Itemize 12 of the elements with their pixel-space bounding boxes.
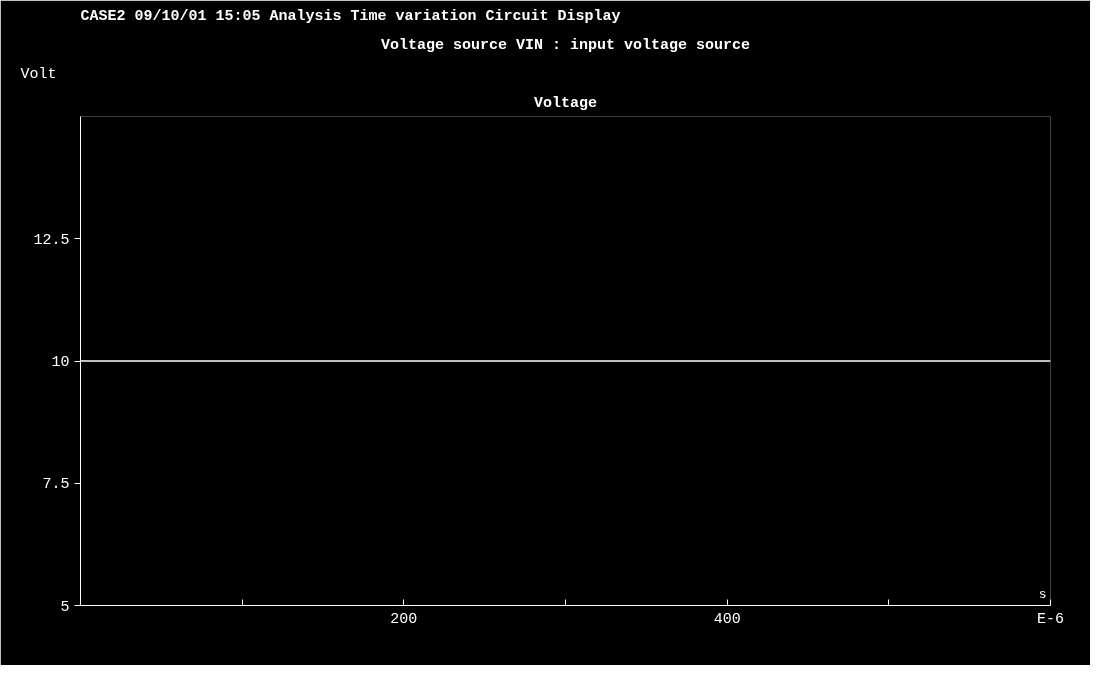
x-tick-label: 400 <box>713 610 741 628</box>
text: Voltage <box>533 94 598 112</box>
y-tick-label: 10 <box>51 354 70 371</box>
y-tick-label: 7.5 <box>42 476 70 494</box>
y-tick-label: 12.5 <box>33 231 70 249</box>
y-axis-title: Volt <box>20 65 57 83</box>
x-tick-label: E-6 <box>1037 610 1065 628</box>
x-axis-title: s <box>1038 586 1047 602</box>
chart-subtitle: Voltage source VIN : input voltage source <box>380 36 751 54</box>
y-tick-label: 5 <box>60 598 70 616</box>
chart-title: CASE2 09/10/01 15:05 Analysis Time variation Circuit Display <box>80 7 621 25</box>
x-tick-label: 200 <box>390 610 418 628</box>
